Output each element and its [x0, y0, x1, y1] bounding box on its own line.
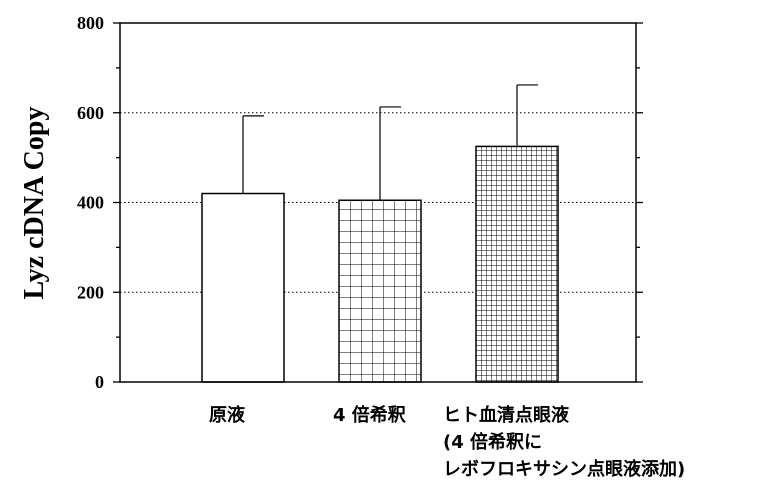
category-label-3-line-3: レボフロキサシン点眼液添加) [443, 458, 685, 480]
y-tick-label-200: 200 [77, 282, 104, 302]
category-label-1: 原液 [209, 404, 246, 426]
y-tick-label-0: 0 [95, 372, 104, 392]
y-tick-label-800: 800 [77, 13, 104, 33]
y-tick-label-400: 400 [77, 193, 104, 213]
bar-1 [201, 192, 285, 383]
category-label-3-line-2: (4 倍希釈に [443, 431, 542, 453]
bar-2 [338, 199, 422, 383]
y-axis-label: Lyz cDNA Copy [19, 107, 50, 300]
category-label-2: 4 倍希釈 [333, 404, 407, 426]
bar-3 [475, 145, 559, 383]
bars [201, 84, 559, 383]
category-label-3-line-1: ヒト血清点眼液 [443, 404, 570, 426]
y-ticks: 0 200 400 600 800 [77, 13, 643, 392]
y-tick-label-600: 600 [77, 103, 104, 123]
